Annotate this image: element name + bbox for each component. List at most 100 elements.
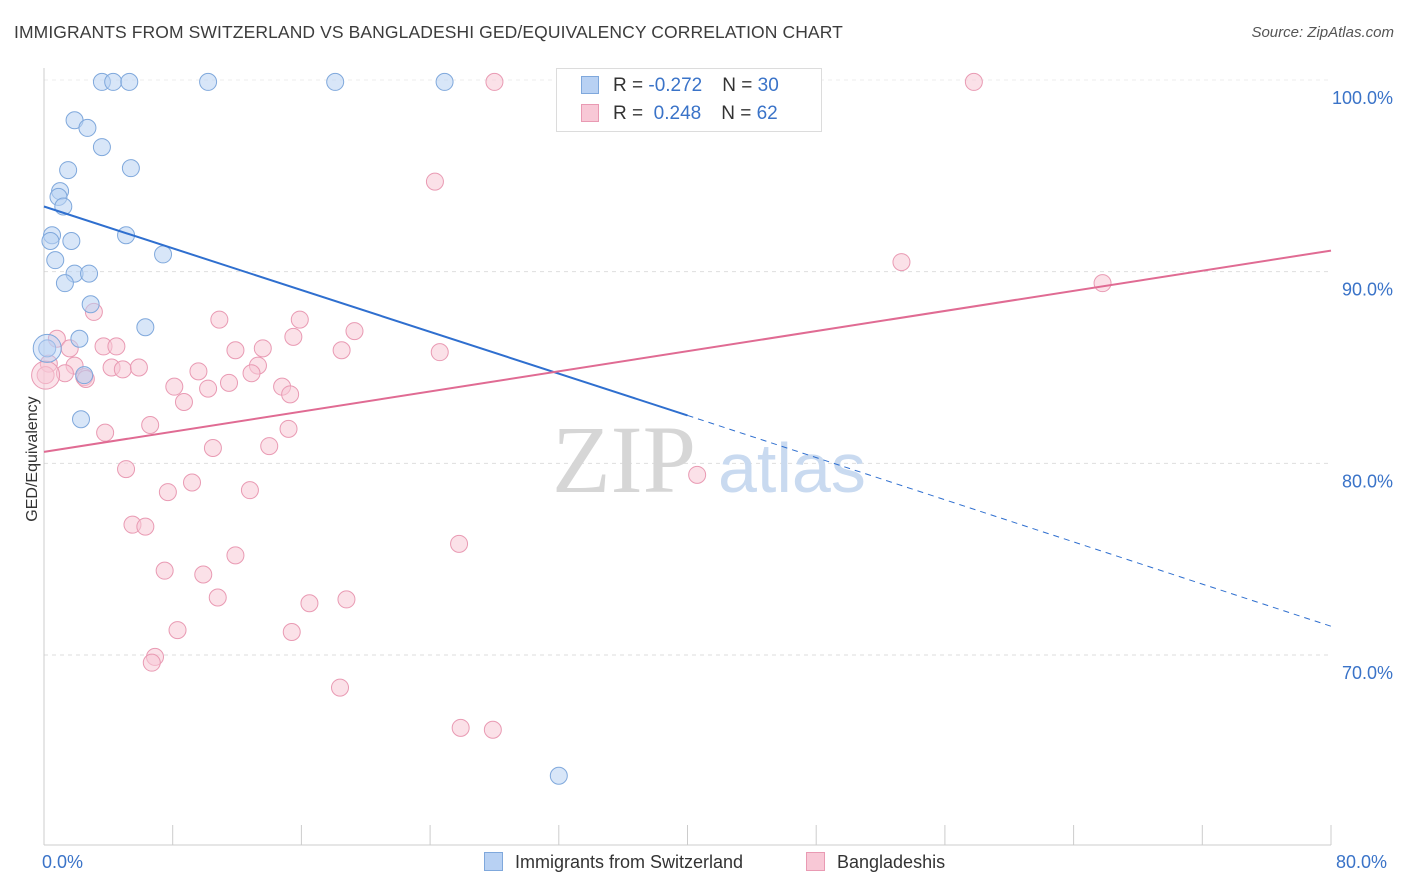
data-point — [485, 72, 504, 91]
data-point — [75, 366, 94, 385]
data-point — [174, 393, 193, 411]
bangladeshis-points — [31, 72, 1112, 739]
data-point — [121, 159, 140, 178]
data-point — [345, 322, 364, 341]
swiss-trend-line — [43, 205, 688, 417]
data-point-large — [32, 333, 62, 363]
data-point — [155, 561, 174, 580]
data-point — [688, 465, 707, 484]
y-tick-label: 100.0% — [1332, 88, 1393, 108]
legend-row-swiss: R = -0.272 N = 30 — [581, 72, 779, 100]
y-tick-labels: 70.0% 80.0% 90.0% 100.0% — [1332, 88, 1393, 683]
data-point — [242, 364, 261, 383]
data-point — [80, 264, 99, 283]
data-point — [284, 327, 303, 346]
bangla-trend-line — [43, 249, 1332, 453]
chart-title: IMMIGRANTS FROM SWITZERLAND VS BANGLADES… — [14, 22, 843, 42]
data-point — [183, 473, 202, 492]
data-point — [117, 460, 136, 479]
legend-row-bangla: R = 0.248 N = 62 — [581, 100, 778, 128]
source-label: Source: ZipAtlas.com — [1251, 24, 1394, 41]
data-point-large — [31, 360, 61, 390]
data-point — [104, 72, 123, 91]
data-point — [331, 678, 350, 697]
data-point — [279, 419, 298, 438]
data-point — [38, 339, 57, 358]
data-point — [55, 274, 74, 293]
bottom-legend-bangla: Bangladeshis — [806, 852, 945, 873]
data-point — [81, 295, 100, 314]
axes — [43, 68, 1332, 846]
data-point — [226, 341, 245, 360]
data-point — [282, 623, 301, 641]
data-point — [226, 546, 245, 565]
data-point — [154, 245, 173, 264]
legend-n-value: 30 — [757, 75, 779, 96]
legend-n-value: 62 — [756, 103, 778, 124]
bottom-legend-swatch-bangla — [806, 852, 825, 871]
data-point — [281, 385, 300, 404]
data-point — [72, 410, 91, 429]
data-point — [189, 362, 208, 381]
trend-lines — [43, 205, 1332, 627]
swiss-trend-extension — [687, 414, 1332, 627]
data-point — [430, 343, 449, 362]
data-point — [46, 251, 65, 270]
legend-n-label: N = — [722, 75, 758, 96]
data-point — [78, 118, 97, 137]
data-point — [210, 310, 229, 329]
data-point — [300, 594, 319, 613]
legend-r-value: 0.248 — [648, 103, 702, 124]
legend-r-value: -0.272 — [648, 75, 703, 96]
legend-r-label: R = — [613, 103, 649, 124]
data-point — [332, 341, 351, 360]
data-point — [290, 310, 309, 329]
data-point — [113, 360, 132, 379]
data-point — [136, 318, 155, 337]
x-axis-max-label: 80.0% — [1336, 852, 1388, 872]
swiss-points — [32, 72, 568, 785]
data-point — [483, 720, 502, 739]
data-point — [136, 517, 155, 536]
data-point — [199, 379, 218, 398]
y-tick-label: 70.0% — [1342, 663, 1393, 683]
bottom-legend-swiss: Immigrants from Switzerland — [484, 852, 743, 873]
data-point — [120, 72, 139, 91]
legend-n-label: N = — [721, 103, 757, 124]
gridlines — [44, 79, 1331, 656]
bottom-legend-label-bangla: Bangladeshis — [837, 852, 946, 872]
data-point — [142, 653, 161, 672]
data-point — [240, 481, 259, 500]
data-point — [208, 588, 227, 607]
data-point — [194, 565, 213, 584]
data-point — [450, 534, 469, 553]
data-point — [253, 339, 272, 358]
y-tick-label: 90.0% — [1342, 280, 1393, 300]
y-tick-label: 80.0% — [1342, 471, 1393, 491]
data-point — [41, 232, 60, 250]
data-point — [129, 358, 148, 377]
correlation-legend: R = -0.272 N = 30 R = 0.248 N = 62 — [556, 68, 822, 132]
legend-swatch-swiss — [581, 76, 599, 94]
data-point — [220, 373, 239, 392]
bottom-legend-swatch-swiss — [484, 852, 503, 871]
data-point — [165, 377, 184, 396]
data-point — [425, 172, 444, 191]
data-point — [326, 72, 345, 91]
data-point — [158, 483, 177, 502]
watermark-atlas: atlas — [718, 429, 866, 507]
data-point — [107, 337, 126, 356]
data-point — [70, 329, 89, 348]
data-point — [451, 718, 470, 737]
data-point — [549, 766, 568, 785]
data-point — [260, 437, 279, 456]
data-point — [1093, 274, 1112, 293]
watermark: ZIP atlas — [552, 406, 866, 513]
data-point — [203, 439, 222, 457]
data-point — [435, 72, 454, 91]
data-point — [892, 253, 911, 272]
x-axis-min-label: 0.0% — [42, 852, 84, 872]
legend-swatch-bangla — [581, 104, 599, 122]
data-point — [168, 621, 187, 640]
data-point — [59, 161, 78, 180]
